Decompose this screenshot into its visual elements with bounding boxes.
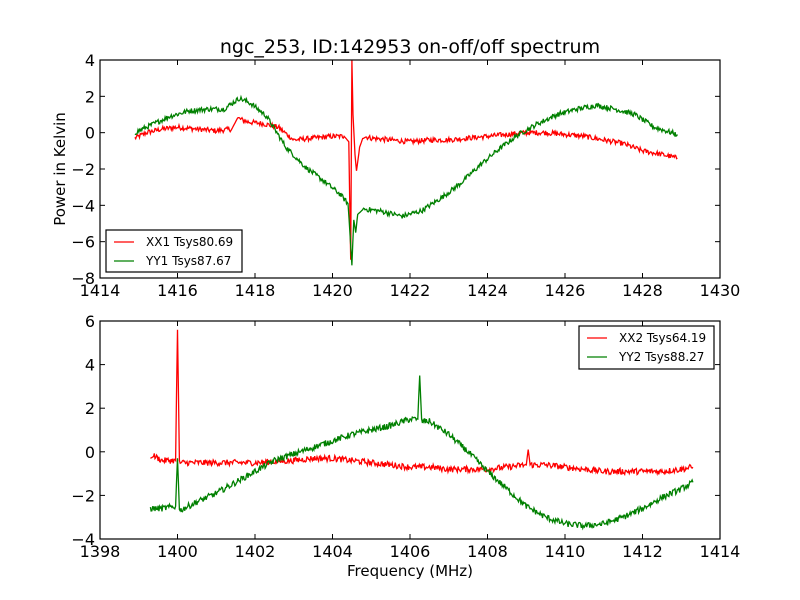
x-tick-label: 1408: [467, 542, 508, 561]
x-tick-label: 1416: [157, 281, 198, 300]
y-tick-label: 2: [85, 87, 95, 106]
top-plot-area: 1414 1416 1418 1420 1422 1424 1426 1428 1430 −8 −6…: [71, 51, 740, 300]
legend-box: [578, 325, 715, 370]
legend: XX2 Tsys64.19 YY2 Tsys88.27: [578, 325, 715, 370]
x-tick-label: 1414: [80, 281, 121, 300]
y-tick-label: 2: [85, 399, 95, 418]
series-line-yy1: [134, 94, 678, 266]
x-tick-label: 1400: [157, 542, 198, 561]
y-tick-label: −8: [71, 269, 95, 288]
legend-label: YY1 Tsys87.67: [145, 254, 231, 268]
x-tick-label: 1406: [390, 542, 431, 561]
y-tick-label: −4: [71, 530, 95, 549]
x-tick-label: 1428: [622, 281, 663, 300]
y-tick-label: 6: [85, 312, 95, 331]
x-tick-label: 1410: [545, 542, 586, 561]
top-subplot: ngc_253, ID:142953 on-off/off spectrum P…: [51, 36, 740, 300]
legend-label: YY2 Tsys88.27: [618, 350, 704, 364]
x-tick-label: 1414: [700, 542, 741, 561]
x-tick-label: 1398: [80, 542, 121, 561]
y-tick-label: −2: [71, 160, 95, 179]
y-tick-label: 0: [85, 443, 95, 462]
series-line-xx2: [150, 329, 694, 477]
y-tick-label: −2: [71, 486, 95, 505]
legend-box: [105, 229, 243, 273]
y-tick-label: −4: [71, 196, 95, 215]
x-tick-label: 1424: [467, 281, 508, 300]
bottom-plot-area: 1398 1400 1402 1404 1406 1408 1410 1412 1414 −4 −2…: [71, 312, 740, 561]
chart-title: ngc_253, ID:142953 on-off/off spectrum: [220, 36, 600, 58]
y-tick-label: 0: [85, 124, 95, 143]
bottom-subplot: Frequency (MHz) 1398 1400 1402 1404 1406 1408…: [71, 312, 740, 580]
legend: XX1 Tsys80.69 YY1 Tsys87.67: [105, 229, 243, 273]
y-axis-label: Power in Kelvin: [51, 112, 69, 226]
y-tick-label: 4: [85, 356, 95, 375]
x-tick-label: 1404: [312, 542, 353, 561]
legend-label: XX2 Tsys64.19: [619, 331, 706, 345]
x-axis-label: Frequency (MHz): [347, 562, 473, 580]
x-tick-label: 1402: [235, 542, 276, 561]
x-tick-label: 1420: [312, 281, 353, 300]
x-tick-label: 1430: [700, 281, 741, 300]
x-tick-label: 1418: [235, 281, 276, 300]
y-tick-label: 4: [85, 51, 95, 70]
series-line-xx1: [134, 60, 678, 260]
series-line-yy2: [149, 375, 694, 531]
legend-label: XX1 Tsys80.69: [146, 235, 233, 249]
x-tick-label: 1422: [390, 281, 431, 300]
x-tick-label: 1412: [622, 542, 663, 561]
x-tick-label: 1426: [545, 281, 586, 300]
y-tick-label: −6: [71, 233, 95, 252]
